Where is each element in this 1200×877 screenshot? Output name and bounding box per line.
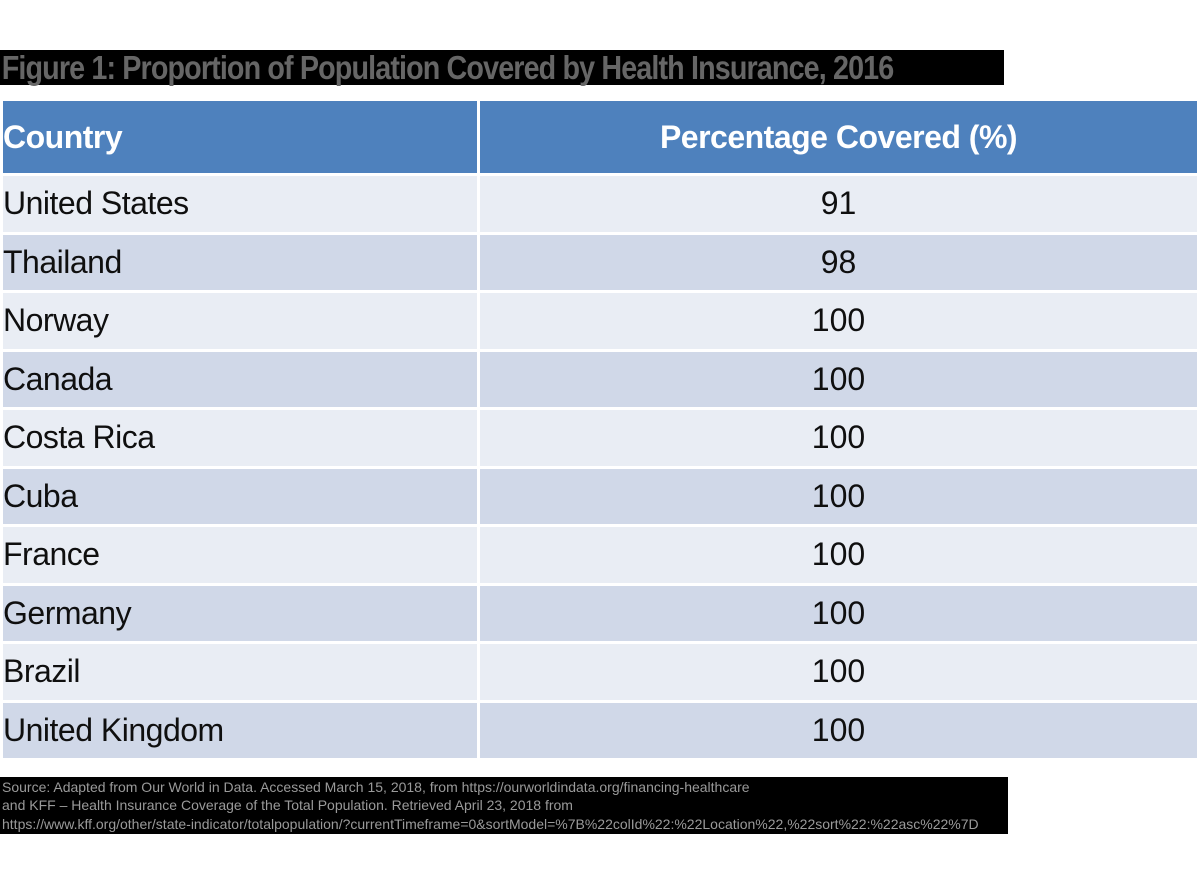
value-cell: 100 (480, 527, 1197, 583)
value-cell: 100 (480, 410, 1197, 466)
table-body: United States 91 Thailand 98 Norway 100 … (3, 176, 1197, 758)
value-cell: 100 (480, 468, 1197, 524)
value-cell: 91 (480, 176, 1197, 232)
column-header-country: Country (3, 101, 477, 173)
coverage-table: Country Percentage Covered (%) United St… (0, 98, 1200, 761)
table-row: United States 91 (3, 176, 1197, 232)
value-cell: 100 (480, 585, 1197, 641)
figure-title: Figure 1: Proportion of Population Cover… (1, 49, 894, 86)
value-cell: 100 (480, 293, 1197, 349)
table-row: United Kingdom 100 (3, 702, 1197, 758)
country-cell: Thailand (3, 234, 477, 290)
country-cell: France (3, 527, 477, 583)
value-cell: 100 (480, 702, 1197, 758)
header-row: Country Percentage Covered (%) (3, 101, 1197, 173)
country-cell: Germany (3, 585, 477, 641)
table-header: Country Percentage Covered (%) (3, 101, 1197, 173)
value-cell: 98 (480, 234, 1197, 290)
country-cell: Cuba (3, 468, 477, 524)
country-cell: United States (3, 176, 477, 232)
country-cell: Canada (3, 351, 477, 407)
table-row: Costa Rica 100 (3, 410, 1197, 466)
source-line: and KFF – Health Insurance Coverage of t… (2, 797, 573, 814)
value-cell: 100 (480, 351, 1197, 407)
country-cell: United Kingdom (3, 702, 477, 758)
table-row: France 100 (3, 527, 1197, 583)
column-header-percentage: Percentage Covered (%) (480, 101, 1197, 173)
table-row: Thailand 98 (3, 234, 1197, 290)
table-row: Germany 100 (3, 585, 1197, 641)
table-row: Brazil 100 (3, 644, 1197, 700)
table-row: Canada 100 (3, 351, 1197, 407)
value-cell: 100 (480, 644, 1197, 700)
source-line: Source: Adapted from Our World in Data. … (2, 779, 750, 795)
table-row: Norway 100 (3, 293, 1197, 349)
source-note: Source: Adapted from Our World in Data. … (0, 777, 1008, 834)
country-cell: Costa Rica (3, 410, 477, 466)
country-cell: Brazil (3, 644, 477, 700)
table-row: Cuba 100 (3, 468, 1197, 524)
country-cell: Norway (3, 293, 477, 349)
source-line: https://www.kff.org/other/state-indicato… (2, 815, 979, 832)
figure-title-highlight: Figure 1: Proportion of Population Cover… (0, 50, 1004, 85)
